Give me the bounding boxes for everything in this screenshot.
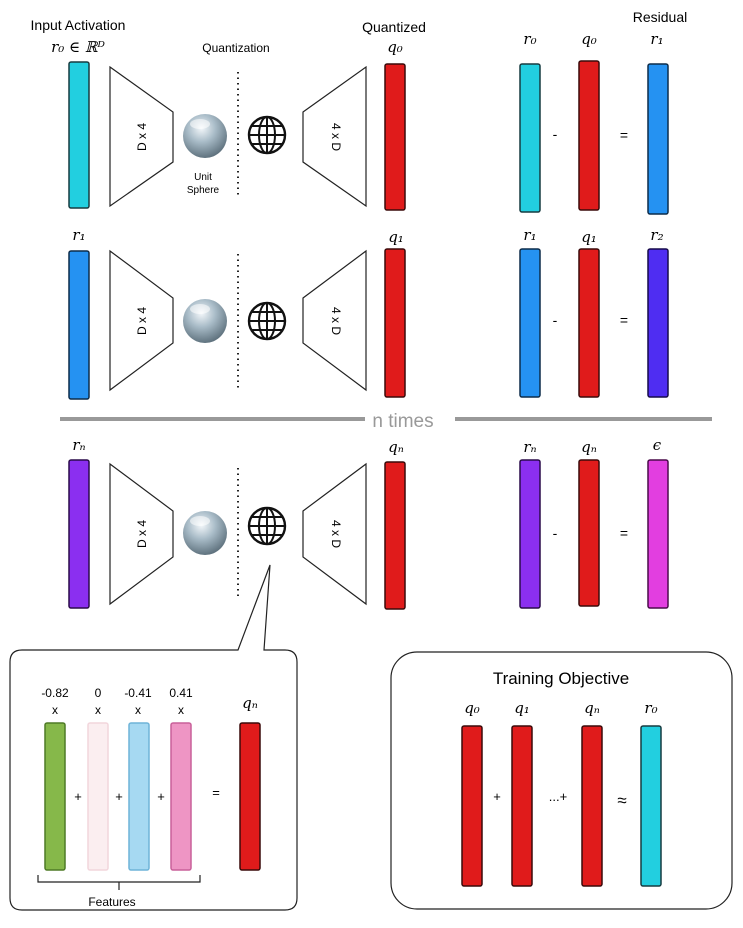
callout-bar-qn: [239, 722, 261, 871]
res-qn-label: qₙ: [581, 438, 597, 456]
obj-q0-label: q₀: [464, 699, 480, 717]
res-bar-q0: [578, 60, 600, 211]
encoder-label: D x 4: [135, 520, 149, 548]
feature-bar-2: [87, 722, 109, 871]
plus-sign: +: [74, 789, 82, 804]
minus-sign: -: [553, 525, 558, 541]
rn-label: rₙ: [72, 436, 85, 454]
res-bar-eps: [647, 459, 669, 609]
obj-r0-label: r₀: [644, 699, 657, 717]
minus-sign: -: [553, 312, 558, 328]
res-bar-r1: [519, 248, 541, 398]
res-bar-r1: [647, 63, 669, 215]
encoder-trapezoid: [109, 462, 174, 606]
approx-sign: ≈: [617, 791, 626, 810]
bar-q0: [384, 63, 406, 211]
training-objective-box: [390, 651, 733, 910]
times-sign: x: [95, 703, 101, 717]
obj-qn-label: qₙ: [584, 699, 600, 717]
res-rn-label: rₙ: [523, 438, 536, 456]
bar-q1: [384, 248, 406, 398]
times-sign: x: [52, 703, 58, 717]
res-bar-rn: [519, 459, 541, 609]
coef-4: 0.41: [169, 686, 193, 700]
res-r0-label: r₀: [523, 30, 536, 48]
bar-r1-input: [68, 250, 90, 400]
decoder-trapezoid: [302, 249, 367, 392]
bar-rn-input: [68, 459, 90, 609]
q1-label: q₁: [388, 228, 404, 246]
r1-label: r₁: [72, 226, 85, 244]
sphere-highlight: [190, 304, 210, 314]
equals-sign: =: [620, 127, 628, 143]
res-bar-r2: [647, 248, 669, 398]
unit-label: Unit: [194, 172, 212, 183]
obj-q1-label: q₁: [514, 699, 530, 717]
decoder-trapezoid: [302, 65, 367, 208]
encoder-trapezoid: [109, 249, 174, 392]
input-activation-label: Input Activation: [31, 17, 126, 33]
sphere-highlight: [190, 119, 210, 129]
plus-sign: +: [157, 789, 165, 804]
minus-sign: -: [553, 126, 558, 142]
res-r2-label: r₂: [650, 226, 663, 244]
encoder-label: D x 4: [135, 307, 149, 335]
coef-3: -0.41: [124, 686, 152, 700]
equals-sign: =: [620, 312, 628, 328]
decoder-label: 4 x D: [329, 307, 343, 335]
res-eps-label: ϵ: [653, 436, 662, 454]
r0-in-rd-label: r₀ ∈ ℝᴰ: [51, 38, 105, 56]
feature-callout-box: [9, 564, 298, 911]
equals-sign: =: [620, 525, 628, 541]
decoder-label: 4 x D: [329, 123, 343, 151]
decoder-label: 4 x D: [329, 520, 343, 548]
training-objective-title: Training Objective: [493, 669, 629, 688]
feature-bar-1: [44, 722, 66, 871]
encoder-trapezoid: [109, 65, 174, 208]
decoder-trapezoid: [302, 462, 367, 606]
globe-icon: [247, 115, 287, 155]
bar-qn: [384, 461, 406, 610]
sphere-highlight: [190, 516, 210, 526]
obj-bar-qn: [581, 725, 603, 887]
globe-icon: [247, 301, 287, 341]
feature-bar-4: [170, 722, 192, 871]
equals-sign: =: [212, 785, 220, 800]
res-bar-q1: [578, 248, 600, 398]
res-bar-qn: [578, 459, 600, 607]
coef-1: -0.82: [41, 686, 69, 700]
times-sign: x: [178, 703, 184, 717]
globe-icon: [247, 506, 287, 546]
obj-bar-q1: [511, 725, 533, 887]
res-q1-label: q₁: [581, 228, 597, 246]
times-sign: x: [135, 703, 141, 717]
qn-label: qₙ: [388, 438, 404, 456]
sphere-label: Sphere: [187, 185, 220, 196]
res-r1-label: r₁: [650, 30, 663, 48]
row-1: q₀ D x 4 Unit Sphere 4 x D r₀ q₀ r₁ - =: [68, 30, 669, 215]
res-bar-r0: [519, 63, 541, 213]
coef-2: 0: [95, 686, 102, 700]
feature-bar-3: [128, 722, 150, 871]
obj-bar-r0: [640, 725, 662, 887]
res-q0-label: q₀: [581, 30, 597, 48]
plus-sign: +: [115, 789, 123, 804]
row-n: rₙ qₙ D x 4 4 x D rₙ qₙ ϵ - =: [68, 436, 669, 610]
encoder-label: D x 4: [135, 123, 149, 151]
callout-qn-label: qₙ: [242, 694, 258, 712]
plus-sign: +: [493, 789, 501, 804]
n-times-label: n times: [372, 411, 433, 432]
q0-label: q₀: [387, 38, 403, 56]
features-label: Features: [88, 895, 135, 909]
dots-plus-sign: ...+: [549, 789, 567, 804]
residual-label: Residual: [633, 9, 687, 25]
quantization-label: Quantization: [202, 41, 269, 55]
obj-bar-q0: [461, 725, 483, 887]
bar-r0-input: [68, 61, 90, 209]
quantized-label: Quantized: [362, 19, 426, 35]
res-r1-label: r₁: [523, 226, 536, 244]
row-2: r₁ q₁ D x 4 4 x D r₁ q₁ r₂ - =: [68, 226, 669, 400]
